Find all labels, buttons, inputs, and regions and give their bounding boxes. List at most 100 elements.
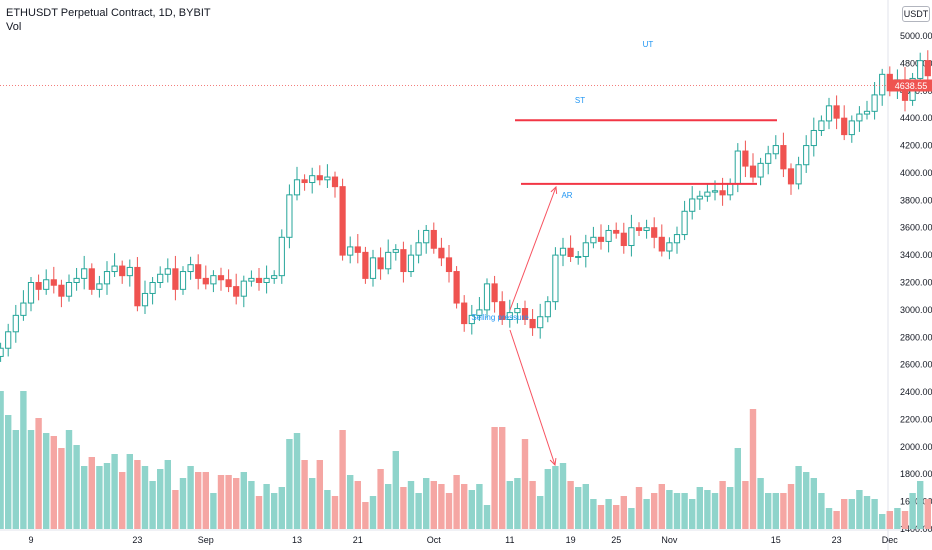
volume-bar xyxy=(757,478,764,529)
candle-body xyxy=(734,150,741,185)
candle-body xyxy=(506,312,513,320)
candle-body xyxy=(559,247,567,256)
volume-bar xyxy=(727,487,734,529)
volume-bar xyxy=(445,493,453,529)
volume-bar xyxy=(651,493,658,529)
volume-bar xyxy=(825,508,833,529)
volume-bar xyxy=(392,451,399,529)
candle-body xyxy=(172,268,179,290)
volume-bar xyxy=(818,493,825,529)
volume-bar xyxy=(795,466,802,529)
volume-bar xyxy=(339,430,346,529)
volume-bar xyxy=(689,499,696,529)
selling-pressure-arrow-down-head xyxy=(549,457,557,467)
x-tick-label: Nov xyxy=(661,535,678,545)
volume-bar xyxy=(901,511,909,529)
selling-pressure-arrow-up xyxy=(509,186,557,311)
candle-body xyxy=(12,314,19,333)
volume-bar xyxy=(27,430,35,529)
candle-body xyxy=(347,246,354,256)
y-tick-label: 1800.00 xyxy=(900,469,932,479)
volume-bar xyxy=(711,493,719,529)
y-tick-label: 1400.00 xyxy=(900,524,932,534)
candle-body xyxy=(605,229,612,242)
candle-body xyxy=(521,308,529,320)
candle-body xyxy=(537,316,544,329)
candle-body xyxy=(164,268,171,275)
candle-body xyxy=(445,257,453,273)
volume-bar xyxy=(430,481,437,529)
last-price-label-bg xyxy=(890,79,932,92)
volume-bar xyxy=(43,433,50,529)
candle-body xyxy=(119,265,126,277)
candle-body xyxy=(795,164,802,185)
volume-bar xyxy=(590,499,597,529)
volume-bar xyxy=(20,391,27,529)
volume-bar xyxy=(696,487,703,529)
candle-body xyxy=(43,279,50,290)
volume-bar xyxy=(301,460,308,529)
volume-bar xyxy=(369,496,377,529)
candle-body xyxy=(704,191,711,197)
candle-body xyxy=(187,264,194,273)
candle-body xyxy=(20,302,27,316)
candle-body xyxy=(263,277,270,283)
candle-body xyxy=(620,232,627,247)
volume-bar xyxy=(407,481,415,529)
volume-bar xyxy=(233,478,240,529)
volume-bar xyxy=(96,466,103,529)
y-tick-label: 2400.00 xyxy=(900,387,932,397)
candle-body xyxy=(103,271,111,285)
y-tick-label: 2200.00 xyxy=(900,414,932,424)
candles-group xyxy=(0,50,931,362)
annotation-st: ST xyxy=(575,96,585,105)
volume-bar xyxy=(597,505,605,529)
x-tick-label: 11 xyxy=(505,535,514,545)
volume-bar xyxy=(187,466,194,529)
candle-body xyxy=(453,271,460,304)
candle-body xyxy=(354,246,361,253)
volume-bar xyxy=(423,478,430,529)
x-tick-label: Sep xyxy=(198,535,214,545)
volume-bar xyxy=(240,472,247,529)
y-tick-label: 3400.00 xyxy=(900,250,932,260)
x-tick-label: 25 xyxy=(611,535,621,545)
candle-body xyxy=(742,150,749,167)
candle-body xyxy=(202,277,209,285)
y-tick-label: 3800.00 xyxy=(900,195,932,205)
candle-body xyxy=(749,165,757,178)
y-tick-label: 3200.00 xyxy=(900,278,932,288)
candle-body xyxy=(255,277,263,283)
currency-button[interactable]: USDT xyxy=(902,6,930,22)
volume-bar xyxy=(278,487,285,529)
volume-bar xyxy=(58,448,65,529)
candle-body xyxy=(0,347,4,357)
candle-body xyxy=(491,283,498,303)
y-tick-label: 4000.00 xyxy=(900,168,932,178)
volume-indicator-label[interactable]: Vol xyxy=(6,21,22,33)
candle-body xyxy=(316,175,323,181)
candle-body xyxy=(863,110,871,115)
volume-bar xyxy=(81,466,88,529)
candle-body xyxy=(400,249,407,273)
volume-bar xyxy=(894,508,901,529)
candle-body xyxy=(407,254,415,273)
volume-bar xyxy=(879,514,886,529)
volume-bar xyxy=(924,499,931,529)
last-price-label: 4638.55 xyxy=(895,81,928,91)
candle-body xyxy=(666,242,673,252)
candle-body xyxy=(658,236,665,252)
annotation-ar: AR xyxy=(561,191,572,200)
candle-body xyxy=(392,249,399,253)
symbol-title[interactable]: ETHUSDT Perpetual Contract, 1D, BYBIT xyxy=(6,7,211,19)
x-tick-label: Oct xyxy=(427,535,442,545)
x-tick-label: 9 xyxy=(28,535,33,545)
candle-body xyxy=(924,60,931,77)
candle-body xyxy=(5,331,12,349)
candle-body xyxy=(514,308,521,314)
candle-body xyxy=(385,251,392,270)
candle-body xyxy=(871,94,878,112)
volume-bar xyxy=(628,508,635,529)
candle-body xyxy=(696,195,703,200)
